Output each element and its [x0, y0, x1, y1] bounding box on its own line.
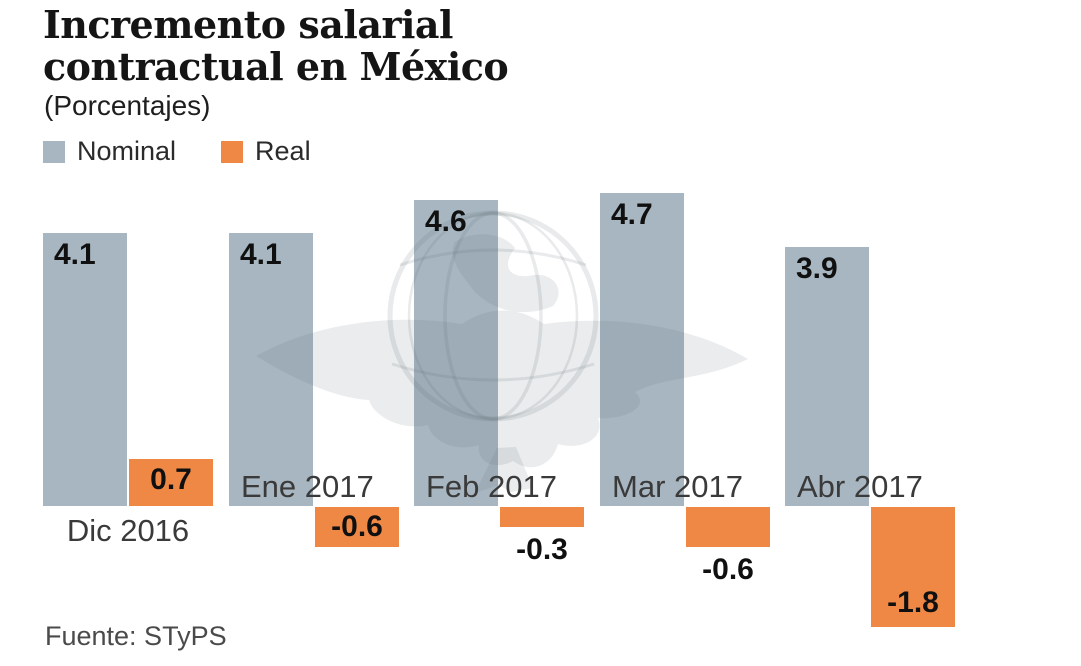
- nominal-value-label: 4.1: [240, 238, 282, 271]
- real-bar: [129, 459, 213, 506]
- nominal-value-label: 4.6: [425, 205, 467, 238]
- month-label: Mar 2017: [612, 469, 743, 504]
- chart-subtitle: (Porcentajes): [44, 90, 211, 121]
- nominal-value-label: 3.9: [796, 252, 838, 285]
- nominal-bar: [414, 200, 498, 506]
- nominal-swatch-icon: [43, 140, 65, 163]
- month-label: Abr 2017: [797, 469, 923, 504]
- real-bar: [500, 507, 584, 527]
- real-value-label: 0.7: [150, 463, 192, 496]
- legend-item-nominal: Nominal: [43, 136, 176, 167]
- legend-label-real: Real: [255, 136, 311, 166]
- real-bar: [871, 507, 955, 627]
- nominal-value-label: 4.7: [611, 198, 653, 231]
- month-label: Ene 2017: [241, 469, 374, 504]
- month-label: Dic 2016: [66, 513, 190, 548]
- legend-item-real: Real: [221, 136, 311, 167]
- legend: Nominal Real: [43, 136, 311, 167]
- real-bar: [686, 507, 770, 547]
- legend-label-nominal: Nominal: [77, 136, 177, 166]
- chart-title: Incremento salarial contractual en Méxic…: [43, 2, 509, 89]
- nominal-bar: [600, 193, 684, 506]
- real-value-label: -1.8: [887, 586, 939, 619]
- nominal-bar: [785, 247, 869, 506]
- real-value-label: -0.6: [331, 510, 383, 543]
- nominal-bar: [43, 233, 127, 506]
- nominal-value-label: 4.1: [54, 238, 96, 271]
- source-note: Fuente: STyPS: [45, 621, 227, 651]
- month-label: Feb 2017: [426, 469, 557, 504]
- real-value-label: -0.3: [516, 533, 568, 566]
- nominal-bar: [229, 233, 313, 506]
- real-value-label: -0.6: [702, 553, 754, 586]
- real-swatch-icon: [221, 140, 244, 163]
- real-bar: [315, 507, 399, 547]
